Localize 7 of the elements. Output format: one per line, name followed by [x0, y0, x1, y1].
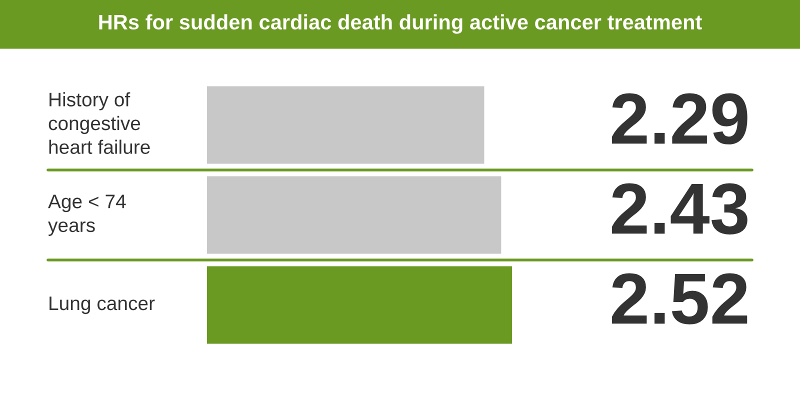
- data-label: 2.29: [612, 93, 748, 144]
- data-label: 2.52: [612, 273, 748, 324]
- y-tick-label: Lung cancer: [50, 296, 155, 314]
- y-tick-label: Age < 74 years: [48, 194, 126, 236]
- chart-title: HRs for sudden cardiac death during active cancer treatment: [99, 14, 702, 34]
- y-tick-label: History of congestive heart failure: [48, 92, 150, 154]
- data-label: 2.43: [612, 183, 748, 234]
